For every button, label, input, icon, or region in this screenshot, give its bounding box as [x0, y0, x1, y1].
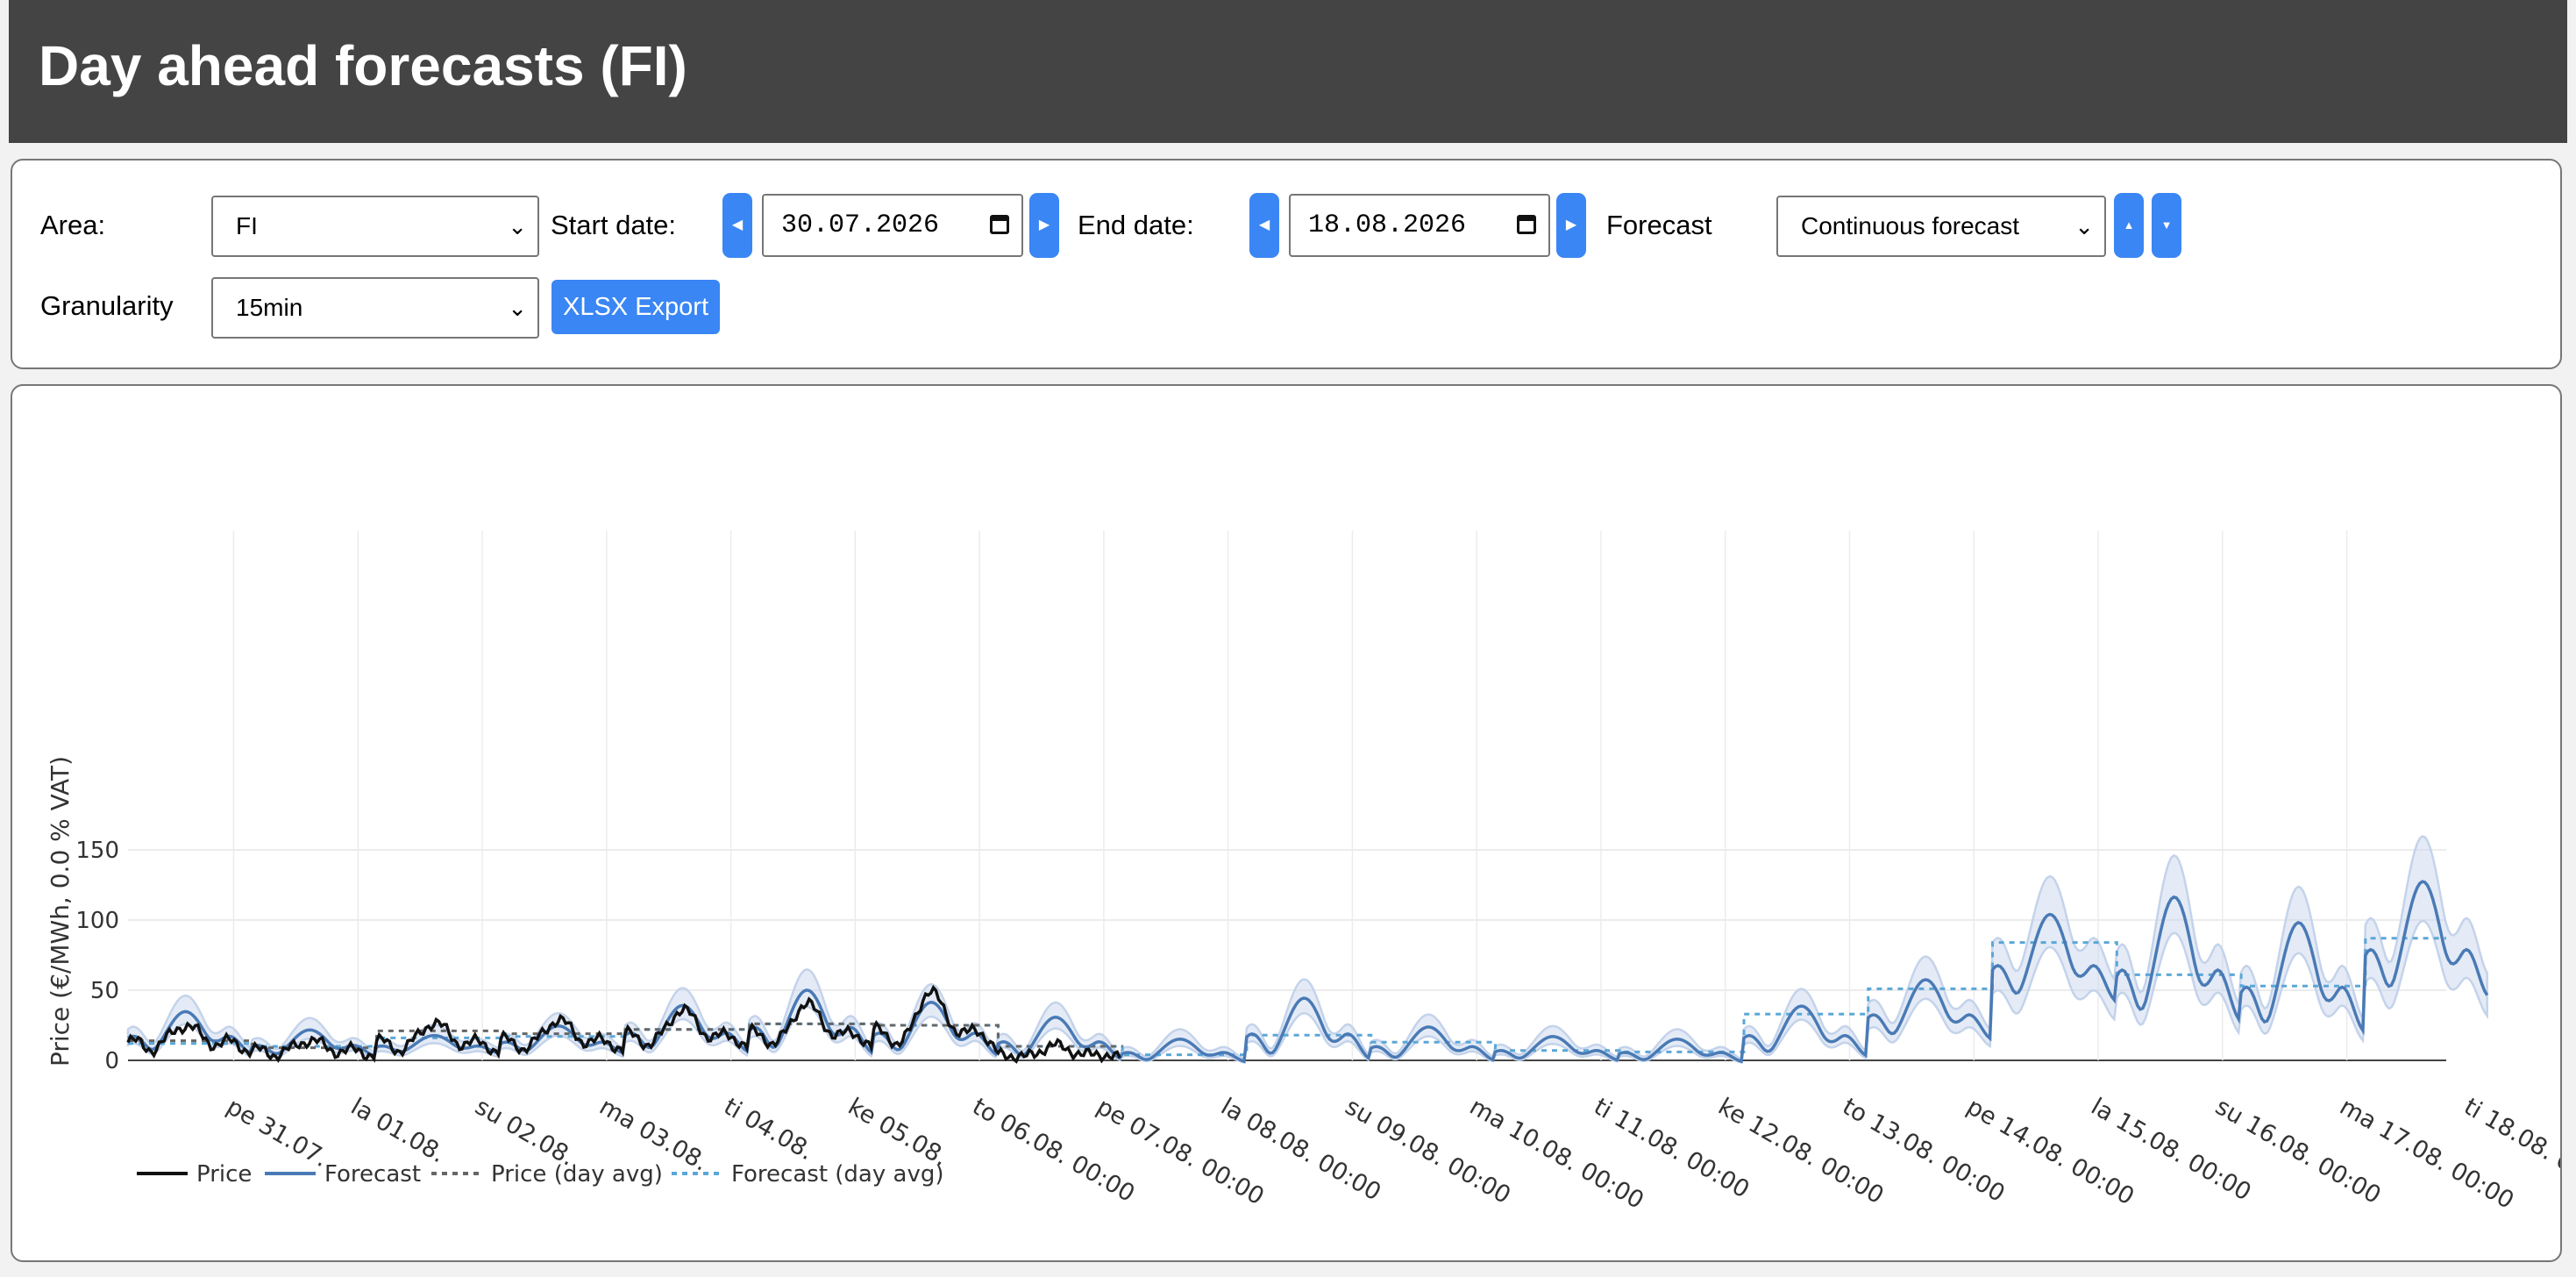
forecast-prev-button[interactable]: ▲ — [2114, 193, 2144, 258]
x-tick-label: la 01.08. — [346, 1093, 450, 1168]
end-date-prev-button[interactable]: ◀ — [1249, 193, 1279, 258]
y-tick-label: 50 — [90, 978, 119, 1004]
triangle-right-icon: ▶ — [1565, 218, 1577, 232]
forecast-select[interactable]: Continuous forecast ⌄ — [1776, 196, 2106, 257]
forecast-band — [126, 835, 2488, 1064]
end-date-next-button[interactable]: ▶ — [1556, 193, 1586, 258]
forecast-select-value: Continuous forecast — [1801, 212, 2020, 239]
granularity-select-value: 15min — [236, 294, 303, 321]
series-lines — [126, 880, 2489, 1064]
daily-average-lines — [128, 937, 2446, 1057]
legend-label: Forecast (day avg) — [731, 1161, 943, 1188]
price-day-avg-line — [128, 1022, 1123, 1050]
x-axis: pe 31.07. la 01.08. su 02.08. ma 03.08. ti 0… — [222, 1093, 2560, 1215]
xlsx-export-button[interactable]: XLSX Export — [551, 280, 720, 334]
triangle-down-icon: ▼ — [2160, 218, 2173, 232]
chart-legend: Price Forecast Price (day avg) Forecast (da… — [137, 1161, 943, 1188]
start-date-value: 30.07.2026 — [781, 210, 940, 240]
page-title: Day ahead forecasts (FI) — [39, 34, 687, 97]
area-select[interactable]: FI ⌄ — [211, 196, 539, 257]
start-date-input[interactable]: 30.07.2026 — [762, 194, 1023, 257]
forecast-label: Forecast — [1606, 210, 1712, 240]
start-date-prev-button[interactable]: ◀ — [722, 193, 752, 258]
y-axis: 0 50 100 150 — [75, 838, 119, 1074]
y-tick-label: 0 — [104, 1048, 119, 1074]
granularity-label: Granularity — [40, 290, 174, 321]
x-tick-label: su 02.08. — [471, 1093, 580, 1172]
chart-container: 0 50 100 150 pe 31.07. la 01.08. su 02.08. ma … — [11, 384, 2562, 1262]
calendar-icon — [990, 215, 1009, 234]
start-date-next-button[interactable]: ▶ — [1029, 193, 1059, 258]
triangle-up-icon: ▲ — [2123, 218, 2135, 232]
chevron-down-icon: ⌄ — [2074, 213, 2094, 239]
triangle-right-icon: ▶ — [1038, 218, 1050, 232]
calendar-icon — [1517, 215, 1536, 234]
forecast-day-avg-line — [128, 937, 2446, 1057]
controls-panel: Area: FI ⌄ Start date: ◀ 30.07.2026 ▶ En… — [11, 159, 2562, 369]
x-tick-label: ti 04.08. — [719, 1093, 818, 1166]
end-date-value: 18.08.2026 — [1308, 210, 1467, 240]
start-date-label: Start date: — [551, 210, 677, 240]
y-tick-label: 100 — [75, 908, 119, 934]
end-date-input[interactable]: 18.08.2026 — [1289, 194, 1550, 257]
x-tick-label: ke 05.08. — [843, 1093, 952, 1172]
chevron-down-icon: ⌄ — [508, 295, 527, 321]
price-series-line — [126, 984, 1121, 1064]
forecast-next-button[interactable]: ▼ — [2152, 193, 2181, 258]
legend-label: Price — [196, 1161, 252, 1188]
page-header: Day ahead forecasts (FI) — [9, 0, 2567, 143]
legend-label: Forecast — [324, 1161, 421, 1188]
triangle-left-icon: ◀ — [731, 218, 744, 232]
area-label: Area: — [40, 210, 106, 240]
end-date-label: End date: — [1078, 210, 1194, 240]
triangle-left-icon: ◀ — [1258, 218, 1270, 232]
y-axis-label: Price (€/MWh, 0.0 % VAT) — [46, 756, 75, 1067]
area-select-value: FI — [236, 212, 258, 239]
forecast-interval-band — [126, 835, 2488, 1064]
y-tick-label: 150 — [75, 838, 119, 864]
chevron-down-icon: ⌄ — [508, 213, 527, 239]
legend-label: Price (day avg) — [491, 1161, 663, 1188]
granularity-select[interactable]: 15min ⌄ — [211, 277, 539, 339]
